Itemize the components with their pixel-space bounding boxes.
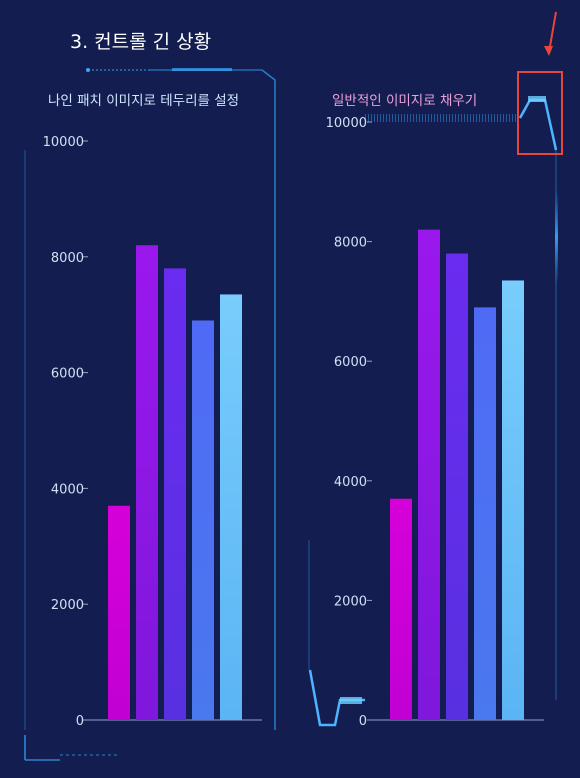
y-tick-label: 6000: [334, 355, 367, 370]
bar: [136, 245, 158, 720]
y-tick-label: 10000: [326, 116, 367, 131]
right-panel-frame: [308, 96, 558, 727]
pointer-arrow-icon: [548, 11, 557, 53]
y-tick-label: 0: [359, 714, 367, 729]
bar: [192, 320, 214, 720]
right-chart-title: 일반적인 이미지로 채우기: [332, 93, 478, 109]
y-tick-label: 2000: [334, 594, 367, 609]
highlight-annotation: [517, 11, 563, 155]
y-tick-label: 8000: [51, 251, 84, 266]
y-tick-label: 2000: [51, 598, 84, 613]
page-title: 3. 컨트롤 긴 상황: [70, 31, 212, 53]
left-chart-title: 나인 패치 이미지로 테두리를 설정: [48, 93, 240, 109]
right-bar-chart: 0 2000 4000 6000 8000 10000: [326, 116, 544, 729]
bar: [390, 498, 412, 720]
bar: [108, 505, 130, 720]
y-tick-label: 6000: [51, 367, 84, 382]
y-tick-label: 10000: [43, 135, 84, 150]
y-tick-label: 0: [76, 714, 84, 729]
left-panel-frame: [24, 68, 276, 761]
y-tick-label: 4000: [334, 475, 367, 490]
bar: [418, 229, 440, 720]
bar: [164, 268, 186, 720]
y-tick-label: 4000: [51, 482, 84, 497]
left-bar-chart: 0 2000 4000 6000 8000 10000: [43, 135, 262, 729]
highlight-box: [517, 71, 563, 155]
bar: [502, 280, 524, 720]
y-tick-label: 8000: [334, 236, 367, 251]
bar: [446, 253, 468, 720]
bar: [474, 307, 496, 720]
bar: [220, 294, 242, 720]
